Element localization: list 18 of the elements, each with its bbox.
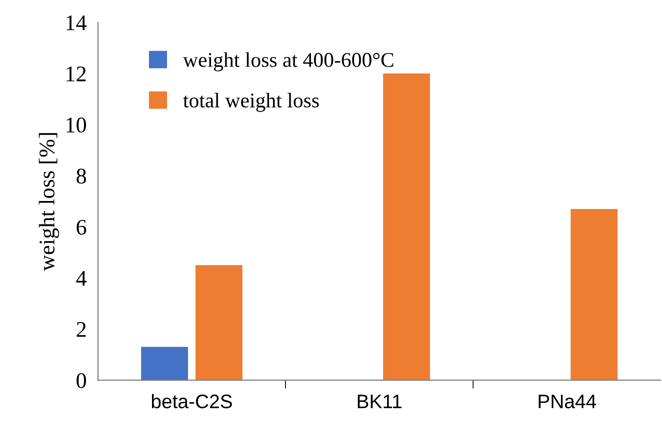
y-axis-title: weight loss [%] xyxy=(38,133,60,271)
bar xyxy=(570,208,618,380)
bar xyxy=(383,74,430,380)
bar xyxy=(196,265,242,380)
y-tick-label: 6 xyxy=(76,220,86,235)
y-tick-label: 8 xyxy=(76,168,86,184)
x-tick-label: beta-C2S xyxy=(152,394,232,408)
x-tick-label: BK11 xyxy=(358,394,402,408)
y-tick-label: 12 xyxy=(66,66,86,82)
y-tick-label: 2 xyxy=(76,322,86,337)
legend-label: weight loss at 400-600°C xyxy=(183,52,394,72)
y-tick-label: 10 xyxy=(66,118,86,133)
y-tick-label: 14 xyxy=(66,15,87,30)
legend-label: total weight loss xyxy=(183,92,319,112)
bar xyxy=(141,346,188,380)
y-tick-label: 4 xyxy=(76,271,87,286)
x-tick-label: PNa44 xyxy=(538,394,596,408)
y-tick-label: 0 xyxy=(76,373,86,388)
